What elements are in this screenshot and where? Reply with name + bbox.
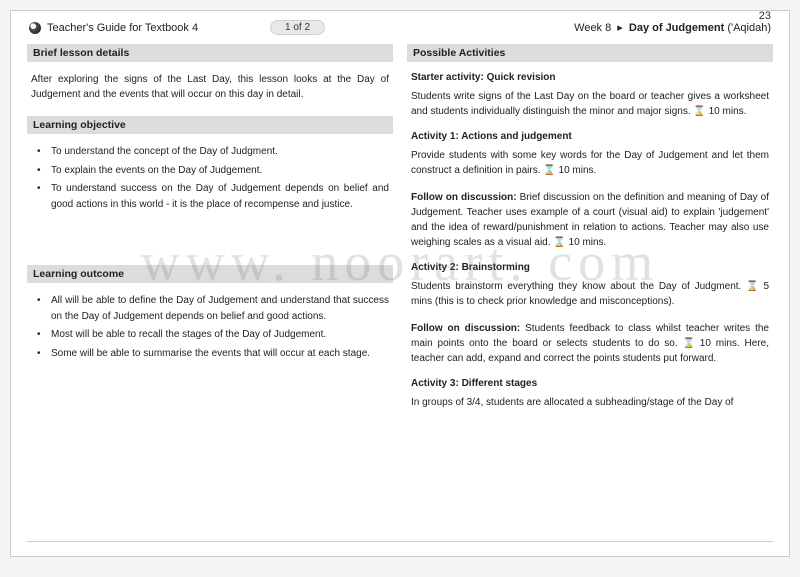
- follow-label: Follow on discussion:: [411, 192, 520, 203]
- page-badge: 1 of 2: [270, 20, 325, 35]
- hourglass-icon: ⌛: [543, 163, 555, 178]
- right-column: Possible Activities Starter activity: Qu…: [407, 40, 773, 533]
- spacer: [27, 225, 393, 261]
- possible-activities-head: Possible Activities: [407, 44, 773, 62]
- follow-label: Follow on discussion:: [411, 323, 525, 334]
- list-item: To understand success on the Day of Judg…: [41, 181, 389, 212]
- learning-outcome-list: All will be able to define the Day of Ju…: [27, 291, 393, 374]
- week-label: Week 8: [574, 22, 611, 34]
- hourglass-icon: ⌛: [553, 235, 565, 250]
- page: 23 Teacher's Guide for Textbook 4 1 of 2…: [10, 10, 790, 557]
- text: 10 mins.: [706, 106, 747, 117]
- week-topic: Week 8 ▸ Day of Judgement ('Aqidah): [574, 21, 771, 34]
- list-item: Some will be able to summarise the event…: [41, 346, 389, 362]
- activity-3-body: In groups of 3/4, students are allocated…: [407, 393, 773, 420]
- text: 10 mins.: [566, 237, 607, 248]
- guide-title: Teacher's Guide for Textbook 4: [47, 22, 198, 34]
- learning-outcome-head: Learning outcome: [27, 265, 393, 283]
- starter-activity-body: Students write signs of the Last Day on …: [407, 87, 773, 129]
- learning-objective-list: To understand the concept of the Day of …: [27, 142, 393, 225]
- starter-activity-head: Starter activity: Quick revision: [407, 70, 773, 87]
- activity-1-head: Activity 1: Actions and judgement: [407, 129, 773, 146]
- follow-on-2: Follow on discussion: Students feedback …: [407, 319, 773, 376]
- logo-icon: [29, 22, 41, 34]
- follow-on-1: Follow on discussion: Brief discussion o…: [407, 188, 773, 260]
- left-column: Brief lesson details After exploring the…: [27, 40, 393, 533]
- bottom-rule: [27, 541, 773, 542]
- hourglass-icon: ⌛: [682, 336, 694, 351]
- content-columns: Brief lesson details After exploring the…: [11, 40, 789, 545]
- list-item: To understand the concept of the Day of …: [41, 144, 389, 160]
- text: 10 mins.: [556, 165, 597, 176]
- hourglass-icon: ⌛: [693, 104, 705, 119]
- learning-objective-head: Learning objective: [27, 116, 393, 134]
- activity-2-head: Activity 2: Brainstorming: [407, 260, 773, 277]
- text: Students brainstorm everything they know…: [411, 281, 746, 292]
- list-item: All will be able to define the Day of Ju…: [41, 293, 389, 324]
- brief-lesson-head: Brief lesson details: [27, 44, 393, 62]
- activity-2-body: Students brainstorm everything they know…: [407, 277, 773, 319]
- brief-lesson-body: After exploring the signs of the Last Da…: [27, 70, 393, 112]
- separator-icon: ▸: [617, 22, 623, 34]
- list-item: To explain the events on the Day of Judg…: [41, 163, 389, 179]
- topic-title: Day of Judgement: [629, 22, 724, 34]
- page-header: Teacher's Guide for Textbook 4 1 of 2 We…: [11, 11, 789, 40]
- list-item: Most will be able to recall the stages o…: [41, 327, 389, 343]
- activity-3-head: Activity 3: Different stages: [407, 376, 773, 393]
- activity-1-body: Provide students with some key words for…: [407, 146, 773, 188]
- hourglass-icon: ⌛: [746, 279, 758, 294]
- topic-subtitle: ('Aqidah): [727, 22, 771, 34]
